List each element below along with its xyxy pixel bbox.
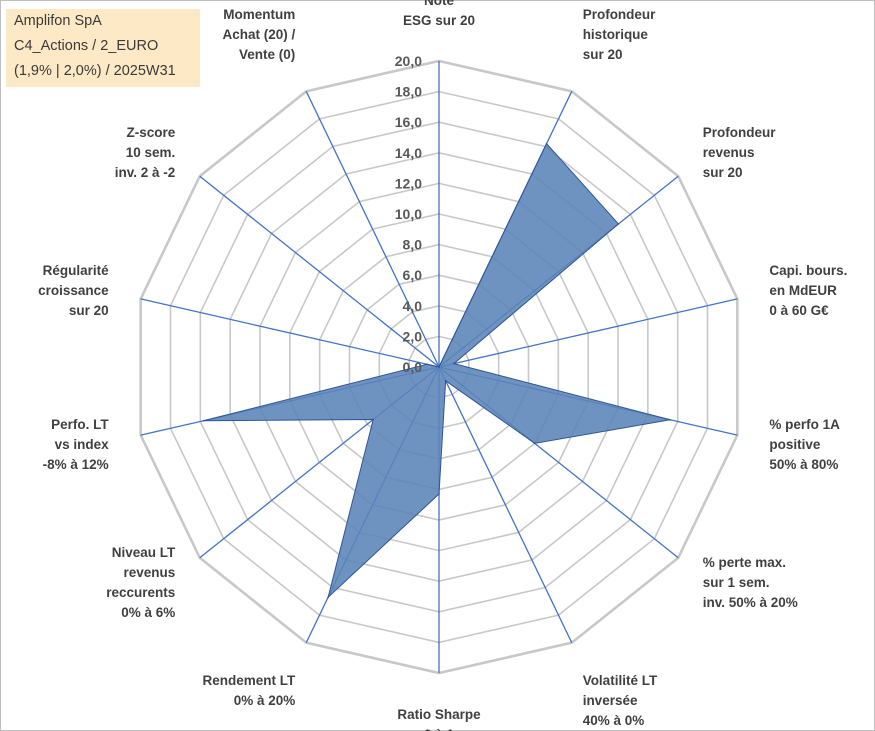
series-point-13 bbox=[438, 366, 440, 368]
axis-label-2: Profondeur revenus sur 20 bbox=[703, 125, 776, 180]
radar-series bbox=[202, 142, 671, 599]
tick-label-2: 4,0 bbox=[403, 298, 423, 314]
axis-label-7-line-0: Ratio Sharpe bbox=[397, 707, 481, 722]
axis-label-6-line-2: 40% à 0% bbox=[583, 713, 645, 728]
spoke-6 bbox=[438, 366, 573, 643]
title-company: Amplifon SpA bbox=[14, 13, 102, 29]
spoke-3 bbox=[438, 298, 738, 368]
series-point-3 bbox=[453, 362, 455, 365]
axis-label-8: Rendement LT 0% à 20% bbox=[203, 673, 297, 708]
axis-label-10-line-0: Perfo. LT bbox=[51, 417, 109, 432]
series-point-8 bbox=[327, 596, 329, 599]
axis-label-10-line-2: -8% à 12% bbox=[43, 457, 109, 472]
tick-label-7: 14,0 bbox=[395, 145, 422, 161]
axis-label-1-line-1: historique bbox=[583, 27, 649, 42]
axis-label-4: % perfo 1A positive 50% à 80% bbox=[769, 417, 840, 472]
series-point-9 bbox=[372, 418, 375, 421]
axis-label-3-line-1: en MdEUR bbox=[769, 283, 837, 298]
axis-label-6-line-0: Volatilité LT bbox=[583, 673, 658, 688]
radar-axis-labels: Note ESG sur 20 Profondeur historique sur 20… bbox=[38, 0, 847, 731]
axis-label-7-line-1: 0 à 1 bbox=[424, 727, 455, 731]
axis-label-1: Profondeur historique sur 20 bbox=[583, 7, 656, 62]
axis-label-13-line-2: Vente (0) bbox=[239, 47, 295, 62]
series-point-6 bbox=[444, 379, 447, 382]
axis-label-11-line-1: croissance bbox=[38, 283, 109, 298]
axis-label-8-line-0: Rendement LT bbox=[203, 673, 297, 688]
axis-label-2-line-1: revenus bbox=[703, 145, 755, 160]
axis-label-9-line-3: 0% à 6% bbox=[121, 605, 175, 620]
axis-label-7: Ratio Sharpe 0 à 1 bbox=[397, 707, 481, 731]
series-area bbox=[203, 142, 671, 599]
axis-label-9-line-0: Niveau LT bbox=[112, 545, 176, 560]
axis-label-9-line-2: reccurents bbox=[106, 585, 175, 600]
axis-label-10-line-1: vs index bbox=[55, 437, 110, 452]
axis-label-12-line-2: inv. 2 à -2 bbox=[115, 165, 176, 180]
axis-label-11-line-2: sur 20 bbox=[69, 303, 109, 318]
axis-label-3-line-0: Capi. bours. bbox=[769, 263, 847, 278]
axis-label-5-line-2: inv. 50% à 20% bbox=[703, 595, 798, 610]
axis-label-1-line-0: Profondeur bbox=[583, 7, 656, 22]
title-category: C4_Actions / 2_EURO bbox=[14, 38, 159, 54]
axis-label-5-line-0: % perte max. bbox=[703, 555, 786, 570]
axis-label-1-line-2: sur 20 bbox=[583, 47, 623, 62]
axis-label-9-line-1: revenus bbox=[123, 565, 175, 580]
axis-label-13-line-1: Achat (20) / bbox=[223, 27, 296, 42]
axis-label-2-line-0: Profondeur bbox=[703, 125, 776, 140]
spoke-12 bbox=[199, 175, 440, 368]
series-point-7 bbox=[438, 493, 440, 495]
tick-label-10: 20,0 bbox=[395, 53, 422, 69]
series-point-11 bbox=[426, 363, 428, 366]
axis-label-0: Note ESG sur 20 bbox=[403, 0, 475, 28]
axis-label-11: Régularité croissance sur 20 bbox=[38, 263, 109, 318]
tick-label-9: 18,0 bbox=[395, 84, 422, 100]
tick-label-3: 6,0 bbox=[403, 267, 423, 283]
axis-label-5-line-1: sur 1 sem. bbox=[703, 575, 770, 590]
axis-label-0-line-1: ESG sur 20 bbox=[403, 13, 475, 28]
tick-label-5: 10,0 bbox=[395, 206, 422, 222]
axis-label-11-line-0: Régularité bbox=[43, 263, 110, 278]
series-point-4 bbox=[669, 418, 671, 421]
axis-label-4-line-1: positive bbox=[769, 437, 821, 452]
axis-label-13: Momentum Achat (20) / Vente (0) bbox=[223, 7, 296, 62]
tick-label-8: 16,0 bbox=[395, 114, 422, 130]
axis-label-4-line-2: 50% à 80% bbox=[769, 457, 838, 472]
tick-label-6: 12,0 bbox=[395, 175, 422, 191]
axis-label-3: Capi. bours. en MdEUR 0 à 60 G€ bbox=[769, 263, 847, 318]
tick-label-1: 2,0 bbox=[403, 328, 423, 344]
axis-label-2-line-2: sur 20 bbox=[703, 165, 743, 180]
series-point-2 bbox=[617, 223, 620, 225]
axis-label-8-line-1: 0% à 20% bbox=[234, 693, 296, 708]
axis-label-12: Z-score 10 sem. inv. 2 à -2 bbox=[115, 125, 176, 180]
chart-title-box: Amplifon SpA C4_Actions / 2_EURO (1,9% |… bbox=[6, 9, 200, 87]
series-point-5 bbox=[533, 442, 536, 445]
axis-label-3-line-2: 0 à 60 G€ bbox=[769, 303, 829, 318]
axis-label-0-line-0: Note bbox=[424, 0, 454, 8]
series-point-10 bbox=[202, 419, 205, 422]
axis-label-13-line-0: Momentum bbox=[223, 7, 295, 22]
tick-label-0: 0,0 bbox=[403, 359, 423, 375]
spoke-13 bbox=[305, 91, 440, 368]
axis-label-5: % perte max. sur 1 sem. inv. 50% à 20% bbox=[703, 555, 798, 610]
spoke-11 bbox=[140, 298, 440, 368]
tick-label-4: 8,0 bbox=[403, 237, 423, 253]
axis-label-9: Niveau LT revenus reccurents 0% à 6% bbox=[106, 545, 176, 620]
axis-label-10: Perfo. LT vs index -8% à 12% bbox=[43, 417, 110, 472]
axis-label-6-line-1: inversée bbox=[583, 693, 638, 708]
series-point-1 bbox=[545, 142, 548, 145]
axis-label-6: Volatilité LT inversée 40% à 0% bbox=[583, 673, 658, 728]
radar-tick-labels: 0,0 2,0 4,0 6,0 8,0 10,0 12,0 14,0 16,0 18,0 20,0 bbox=[395, 53, 422, 375]
title-period: (1,9% | 2,0%) / 2025W31 bbox=[14, 63, 176, 79]
axis-label-12-line-1: 10 sem. bbox=[126, 145, 176, 160]
axis-label-4-line-0: % perfo 1A bbox=[769, 417, 840, 432]
axis-label-12-line-0: Z-score bbox=[126, 125, 175, 140]
